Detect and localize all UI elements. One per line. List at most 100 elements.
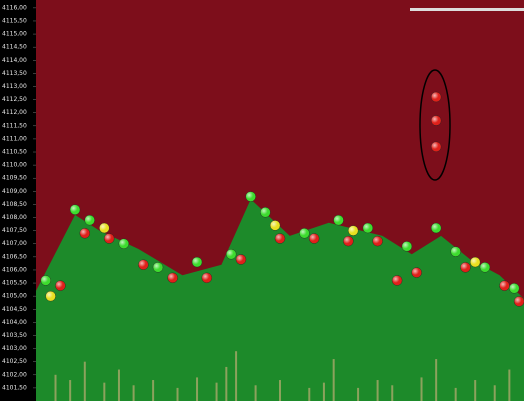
trade-dot bbox=[84, 214, 95, 226]
y-tick-label: 4109,50 bbox=[2, 175, 27, 182]
trade-dot bbox=[509, 283, 520, 294]
volume-bar bbox=[132, 385, 135, 401]
trade-dot bbox=[299, 228, 310, 239]
y-tick-label: 4103,50 bbox=[2, 332, 27, 339]
trade-dot bbox=[274, 233, 286, 244]
volume-bar bbox=[69, 380, 72, 401]
volume-bar bbox=[225, 366, 228, 401]
y-tick-label: 4103,00 bbox=[2, 345, 27, 352]
trade-dot bbox=[479, 262, 491, 273]
trade-dot bbox=[430, 91, 442, 103]
y-tick-label: 4116,00 bbox=[2, 4, 27, 11]
y-tick-label: 4104,00 bbox=[2, 319, 27, 326]
y-tick-label: 4113,00 bbox=[2, 83, 27, 90]
highlight-ellipse bbox=[419, 69, 451, 181]
y-tick-label: 4114,50 bbox=[2, 44, 27, 51]
axis-strip bbox=[0, 0, 36, 401]
volume-bar bbox=[357, 387, 360, 401]
trade-dot bbox=[103, 233, 115, 244]
trade-dot bbox=[362, 222, 374, 234]
y-tick-label: 4107,00 bbox=[2, 240, 27, 247]
volume-bar bbox=[391, 385, 394, 401]
trade-dot bbox=[79, 228, 91, 239]
y-tick-label: 4110,00 bbox=[2, 162, 27, 169]
trade-dot bbox=[167, 272, 178, 284]
volume-bar bbox=[474, 380, 477, 401]
trade-dot bbox=[333, 214, 344, 226]
y-tick-label: 4111,00 bbox=[2, 135, 27, 142]
volume-bar bbox=[493, 385, 496, 401]
volume-bar bbox=[254, 385, 257, 401]
trade-dot bbox=[40, 275, 51, 286]
volume-bar bbox=[117, 369, 120, 401]
volume-bar bbox=[279, 380, 281, 401]
volume-bar bbox=[454, 387, 457, 401]
trade-dot bbox=[460, 262, 471, 273]
volume-bar bbox=[215, 382, 218, 401]
y-tick-label: 4110,50 bbox=[2, 149, 27, 156]
trade-dot bbox=[308, 233, 320, 244]
y-tick-label: 4115,50 bbox=[2, 17, 27, 24]
volume-bar bbox=[152, 380, 155, 401]
trade-dot bbox=[401, 241, 413, 252]
y-tick-label: 4105,00 bbox=[2, 293, 27, 300]
trade-dot bbox=[411, 267, 422, 278]
trade-dot bbox=[201, 272, 213, 284]
trade-dot bbox=[430, 222, 442, 234]
trade-dot bbox=[260, 207, 271, 218]
volume-bar bbox=[308, 387, 311, 401]
volume-bar bbox=[54, 374, 57, 401]
volume-bar bbox=[235, 351, 238, 401]
trade-dot bbox=[118, 238, 130, 249]
trade-dot bbox=[45, 290, 56, 302]
trade-dot bbox=[245, 191, 256, 202]
trade-dot bbox=[513, 296, 524, 307]
y-tick-label: 4102,50 bbox=[2, 358, 27, 365]
y-tick-label: 4112,50 bbox=[2, 96, 27, 103]
y-tick-label: 4106,50 bbox=[2, 253, 27, 260]
volume-bar bbox=[83, 361, 86, 401]
volume-bar bbox=[196, 377, 199, 401]
trade-dot bbox=[343, 235, 354, 247]
volume-bar bbox=[103, 382, 106, 401]
y-tick-label: 4108,00 bbox=[2, 214, 27, 221]
volume-bar bbox=[435, 359, 438, 401]
y-tick-label: 4104,50 bbox=[2, 306, 27, 313]
trade-dot bbox=[430, 141, 442, 152]
volume-bar bbox=[332, 359, 335, 401]
trade-dot bbox=[191, 256, 203, 268]
trade-dot bbox=[470, 256, 481, 268]
volume-bar bbox=[376, 380, 379, 401]
y-tick-label: 4115,00 bbox=[2, 31, 27, 38]
trade-dot bbox=[348, 225, 359, 236]
y-tick-label: 4101,50 bbox=[2, 384, 27, 391]
scroll-indicator bbox=[410, 8, 524, 11]
trade-dot bbox=[269, 220, 281, 231]
trade-dot bbox=[499, 280, 510, 291]
volume-bar bbox=[508, 369, 511, 401]
y-tick-label: 4107,50 bbox=[2, 227, 27, 234]
trade-dot bbox=[235, 254, 247, 265]
trade-dot bbox=[55, 280, 66, 291]
y-tick-label: 4112,00 bbox=[2, 109, 27, 116]
y-tick-label: 4114,00 bbox=[2, 57, 27, 64]
volume-bar bbox=[420, 377, 423, 401]
y-tick-label: 4113,50 bbox=[2, 70, 27, 77]
y-tick-label: 4111,50 bbox=[2, 122, 27, 129]
trade-dot bbox=[138, 259, 149, 270]
trade-dot bbox=[391, 275, 403, 286]
volume-bar bbox=[176, 387, 179, 401]
trade-dot bbox=[225, 249, 237, 260]
y-tick-label: 4108,50 bbox=[2, 201, 27, 208]
y-tick-label: 4106,00 bbox=[2, 266, 27, 273]
volume-bar bbox=[322, 382, 325, 401]
trade-dot bbox=[69, 204, 81, 215]
trade-dot bbox=[152, 262, 164, 273]
y-tick-label: 4105,50 bbox=[2, 280, 27, 287]
trade-dot bbox=[450, 246, 461, 257]
y-tick-label: 4102,00 bbox=[2, 371, 27, 378]
y-tick-label: 4109,00 bbox=[2, 188, 27, 195]
trade-dot bbox=[99, 222, 110, 234]
